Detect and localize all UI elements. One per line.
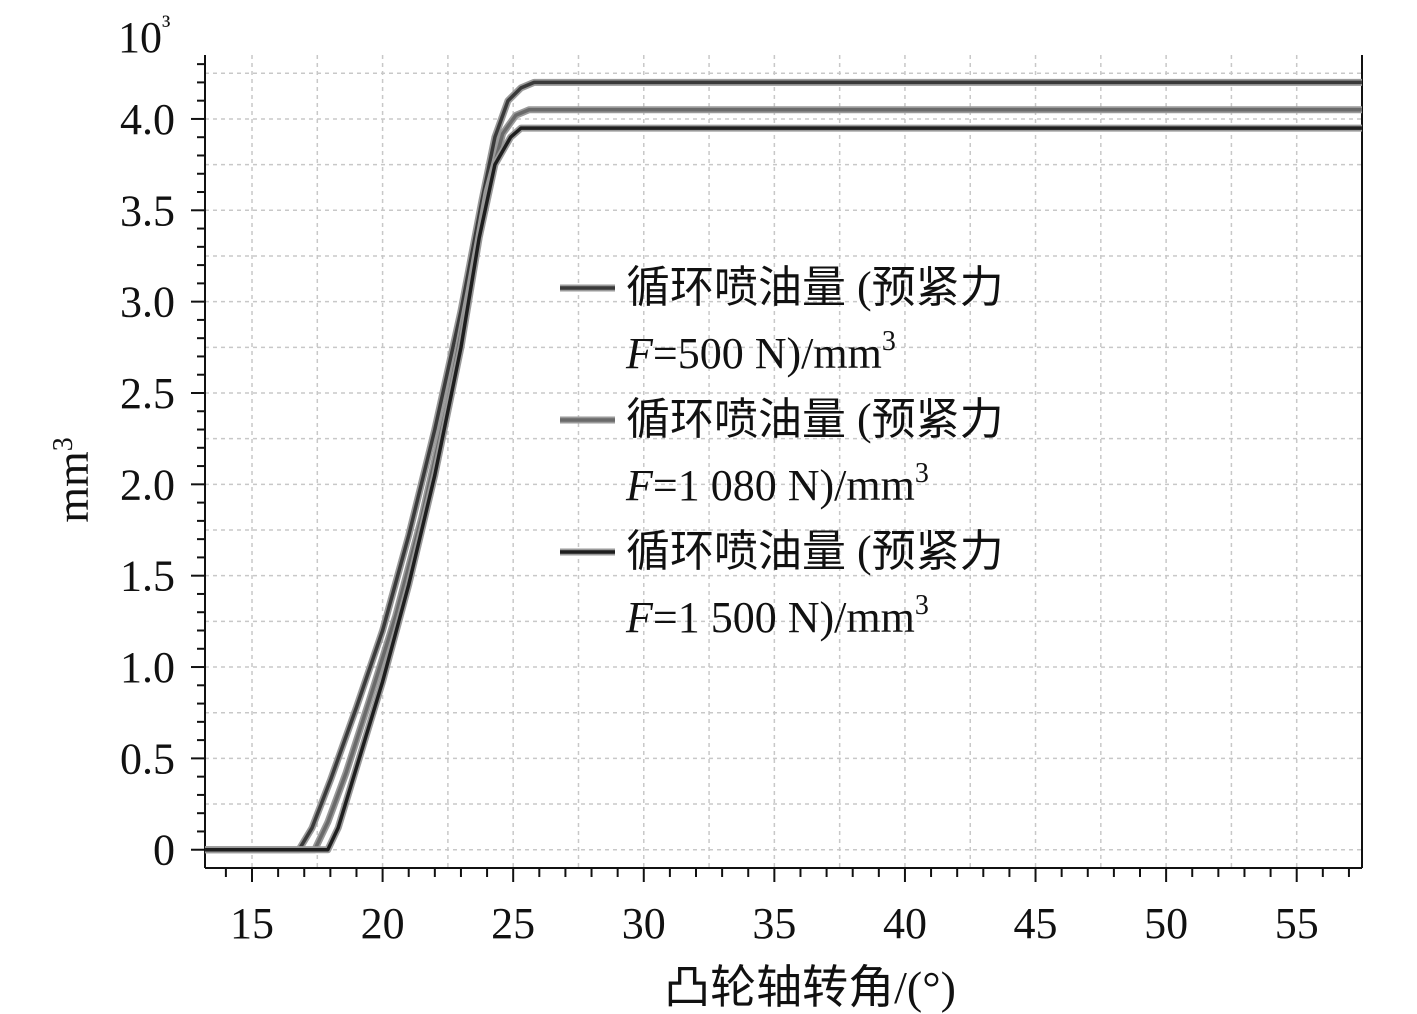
minor-ticks <box>191 63 1350 882</box>
x-tick-label: 45 <box>1014 899 1058 948</box>
legend-label-line2: F=1 500 N)/mm3 <box>625 590 929 642</box>
x-tick-label: 15 <box>230 899 274 948</box>
y-tick-label: 0 <box>153 826 175 875</box>
series-line-1 <box>205 80 1362 852</box>
legend: 循环喷油量 (预紧力 F=500 N)/mm3 循环喷油量 (预紧力 F=1 080 … <box>560 263 1004 642</box>
legend-label-line1: 循环喷油量 (预紧力 <box>626 263 1004 312</box>
series-line-3 <box>205 126 1362 852</box>
y-tick-label: 2.0 <box>120 460 175 509</box>
x-tick-label: 50 <box>1144 899 1188 948</box>
y-tick-label: 2.5 <box>120 369 175 418</box>
y-tick-label: 4.0 <box>120 95 175 144</box>
x-tick-label: 35 <box>752 899 796 948</box>
legend-label-line1: 循环喷油量 (预紧力 <box>626 527 1004 576</box>
legend-label-line2: F=500 N)/mm3 <box>625 326 896 378</box>
x-tick-label: 55 <box>1275 899 1319 948</box>
y-tick-labels: 0 0.5 1.0 1.5 2.0 2.5 3.0 3.5 4.0 <box>120 95 175 875</box>
series-lines <box>205 78 1362 854</box>
x-tick-labels: 15 20 25 30 35 40 45 50 55 <box>230 899 1319 948</box>
y-tick-label: 0.5 <box>120 734 175 783</box>
y-tick-label: 3.5 <box>120 186 175 235</box>
legend-label-line2: F=1 080 N)/mm3 <box>625 458 929 510</box>
y-axis-title: mm3 <box>47 437 98 523</box>
y-multiplier-label: 10³ <box>118 10 170 62</box>
x-tick-label: 40 <box>883 899 927 948</box>
x-tick-label: 30 <box>622 899 666 948</box>
axes <box>204 55 1363 869</box>
x-tick-label: 20 <box>361 899 405 948</box>
y-tick-label: 3.0 <box>120 278 175 327</box>
x-tick-label: 25 <box>491 899 535 948</box>
legend-label-line1: 循环喷油量 (预紧力 <box>626 395 1004 444</box>
y-tick-label: 1.0 <box>120 643 175 692</box>
y-tick-label: 1.5 <box>120 552 175 601</box>
x-axis-title: 凸轮轴转角/(°) <box>664 962 956 1013</box>
